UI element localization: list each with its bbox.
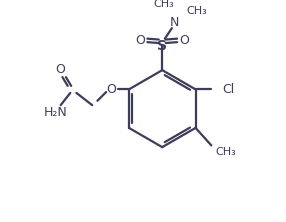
Text: O: O — [136, 34, 145, 47]
Text: CH₃: CH₃ — [216, 147, 237, 157]
Text: O: O — [106, 83, 116, 96]
Text: O: O — [179, 34, 189, 47]
Text: H₂N: H₂N — [43, 106, 67, 119]
Text: O: O — [56, 63, 65, 76]
Text: CH₃: CH₃ — [154, 0, 174, 9]
Text: CH₃: CH₃ — [187, 6, 208, 16]
Text: Cl: Cl — [222, 83, 234, 96]
Text: N: N — [170, 16, 179, 29]
Text: S: S — [157, 39, 167, 53]
